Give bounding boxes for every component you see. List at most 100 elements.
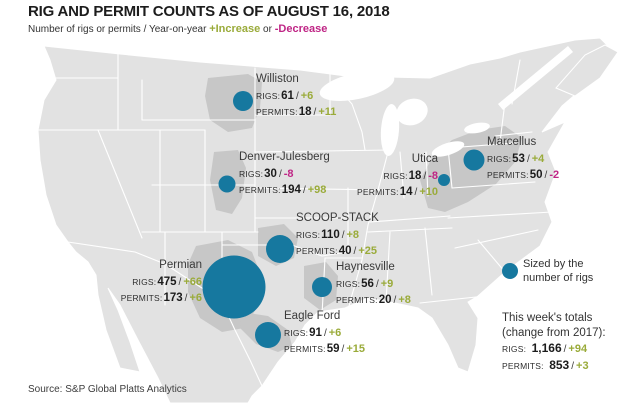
permits-change: +6 xyxy=(189,292,202,304)
permits-line: PERMITS:18/+11 xyxy=(256,104,336,121)
bubble-utica xyxy=(438,174,450,186)
permits-key: PERMITS: xyxy=(239,185,281,195)
region-name: Marcellus xyxy=(487,136,537,148)
rigs-key: RIGS: xyxy=(284,327,309,338)
size-legend: Sized by the number of rigs xyxy=(502,257,593,285)
rigs-change: -8 xyxy=(283,167,294,180)
permits-change: +10 xyxy=(419,186,438,198)
separator: / xyxy=(313,107,317,118)
permits-key: PERMITS: xyxy=(120,293,163,303)
totals-permits-line: PERMITS: 853/+3 xyxy=(502,357,606,374)
source-credit: Source: S&P Global Platts Analytics xyxy=(28,384,187,395)
legend-text: Sized by the number of rigs xyxy=(523,257,593,285)
separator: / xyxy=(544,170,548,181)
region-name: Eagle Ford xyxy=(284,310,341,322)
rigs-value: 110 xyxy=(321,228,340,241)
rigs-value: 91 xyxy=(309,326,322,339)
permits-key: PERMITS: xyxy=(487,170,529,180)
separator: / xyxy=(341,229,345,241)
permits-line: PERMITS:50/-2 xyxy=(487,167,559,184)
permits-line: PERMITS:14/+10 xyxy=(357,184,438,201)
separator: / xyxy=(278,168,282,180)
permits-key: PERMITS: xyxy=(357,187,399,197)
permits-line: PERMITS:173/+6 xyxy=(121,290,202,307)
permits-change: +25 xyxy=(358,245,377,257)
permits-value: 50 xyxy=(529,169,543,181)
separator: / xyxy=(423,170,427,182)
maritime-landmass xyxy=(555,44,619,97)
permits-line: PERMITS:59/+15 xyxy=(284,341,365,358)
separator: / xyxy=(184,293,188,304)
permits-change: +98 xyxy=(307,184,327,196)
bubble-marcellus xyxy=(463,149,485,171)
rigs-value: 53 xyxy=(512,152,525,165)
state-borders xyxy=(37,47,553,387)
region-label-scoop-stack: SCOOP-STACK RIGS:110/+8 PERMITS:40/+25 xyxy=(296,211,379,260)
separator: / xyxy=(341,344,345,355)
permits-value: 59 xyxy=(326,343,340,355)
bubble-permian xyxy=(202,255,266,319)
rigs-change: +8 xyxy=(346,228,360,241)
permits-value: 40 xyxy=(338,245,352,257)
permits-key: PERMITS: xyxy=(336,295,378,305)
separator: / xyxy=(353,246,357,257)
separator: / xyxy=(323,327,327,339)
rigs-key: RIGS: xyxy=(383,170,408,181)
bubble-williston xyxy=(233,91,253,111)
rigs-key: RIGS: xyxy=(296,229,321,240)
rigs-change: +6 xyxy=(300,89,314,102)
permits-line: PERMITS:194/+98 xyxy=(239,182,330,199)
rigs-key: RIGS: xyxy=(132,276,157,287)
region-label-permian: Permian RIGS:475/+66 PERMITS:173/+6 xyxy=(121,258,202,307)
separator: / xyxy=(302,185,306,196)
header: RIG AND PERMIT COUNTS AS OF AUGUST 16, 2… xyxy=(28,3,390,35)
rigs-change: +9 xyxy=(380,277,394,290)
region-name: Utica xyxy=(411,153,438,165)
separator: / xyxy=(178,276,182,288)
region-name: Permian xyxy=(159,259,202,271)
totals-heading1: This week's totals xyxy=(502,312,593,324)
decrease-key: -Decrease xyxy=(274,23,328,35)
separator: / xyxy=(526,153,530,165)
separator: / xyxy=(414,187,418,198)
subtitle: Number of rigs or permits / Year-on-year… xyxy=(28,23,389,35)
rigs-value: 18 xyxy=(408,169,422,182)
totals-heading2: (change from 2017): xyxy=(502,326,606,339)
bubble-scoop-stack xyxy=(266,235,294,263)
rigs-change: +6 xyxy=(328,326,342,339)
rigs-value: 475 xyxy=(157,275,177,288)
separator: / xyxy=(563,344,567,355)
separator: / xyxy=(375,278,379,290)
increase-key: +Increase xyxy=(209,23,261,35)
legend-line2: number of rigs xyxy=(523,272,594,284)
rigs-line: RIGS:110/+8 xyxy=(296,227,379,244)
rigs-key: RIGS: xyxy=(487,153,512,164)
legend-line1: Sized by the xyxy=(523,258,584,270)
permits-change: +11 xyxy=(318,106,337,118)
permits-value: 14 xyxy=(399,186,413,198)
rig-bubbles xyxy=(202,91,485,348)
rigs-key: RIGS: xyxy=(256,90,281,101)
rigs-line: RIGS:53/+4 xyxy=(487,151,559,168)
separator: / xyxy=(571,361,575,372)
rigs-line: RIGS:18/-8 xyxy=(357,168,438,185)
rigs-change: +66 xyxy=(183,275,202,288)
permits-line: PERMITS:20/+8 xyxy=(336,292,411,309)
weekly-totals: This week's totals (change from 2017): R… xyxy=(502,311,606,374)
region-name: SCOOP-STACK xyxy=(296,212,379,224)
permits-key: PERMITS: xyxy=(296,246,338,256)
permits-key: PERMITS: xyxy=(256,107,298,117)
rigs-line: RIGS:61/+6 xyxy=(256,88,336,105)
totals-rigs-value: 1,166 xyxy=(531,341,562,355)
rigs-value: 30 xyxy=(264,167,277,180)
totals-rigs-change: +94 xyxy=(568,343,588,355)
subtitle-prefix: Number of rigs or permits / Year-on-year xyxy=(28,24,207,35)
permits-change: +8 xyxy=(398,294,411,306)
region-label-denver-julesberg: Denver-Julesberg RIGS:30/-8 PERMITS:194/… xyxy=(239,150,330,199)
page-title: RIG AND PERMIT COUNTS AS OF AUGUST 16, 2… xyxy=(28,3,390,20)
bubble-denver-julesberg xyxy=(218,175,236,193)
great-lakes xyxy=(319,46,573,157)
permits-key: PERMITS: xyxy=(502,361,544,371)
legend-bubble-icon xyxy=(502,263,518,279)
